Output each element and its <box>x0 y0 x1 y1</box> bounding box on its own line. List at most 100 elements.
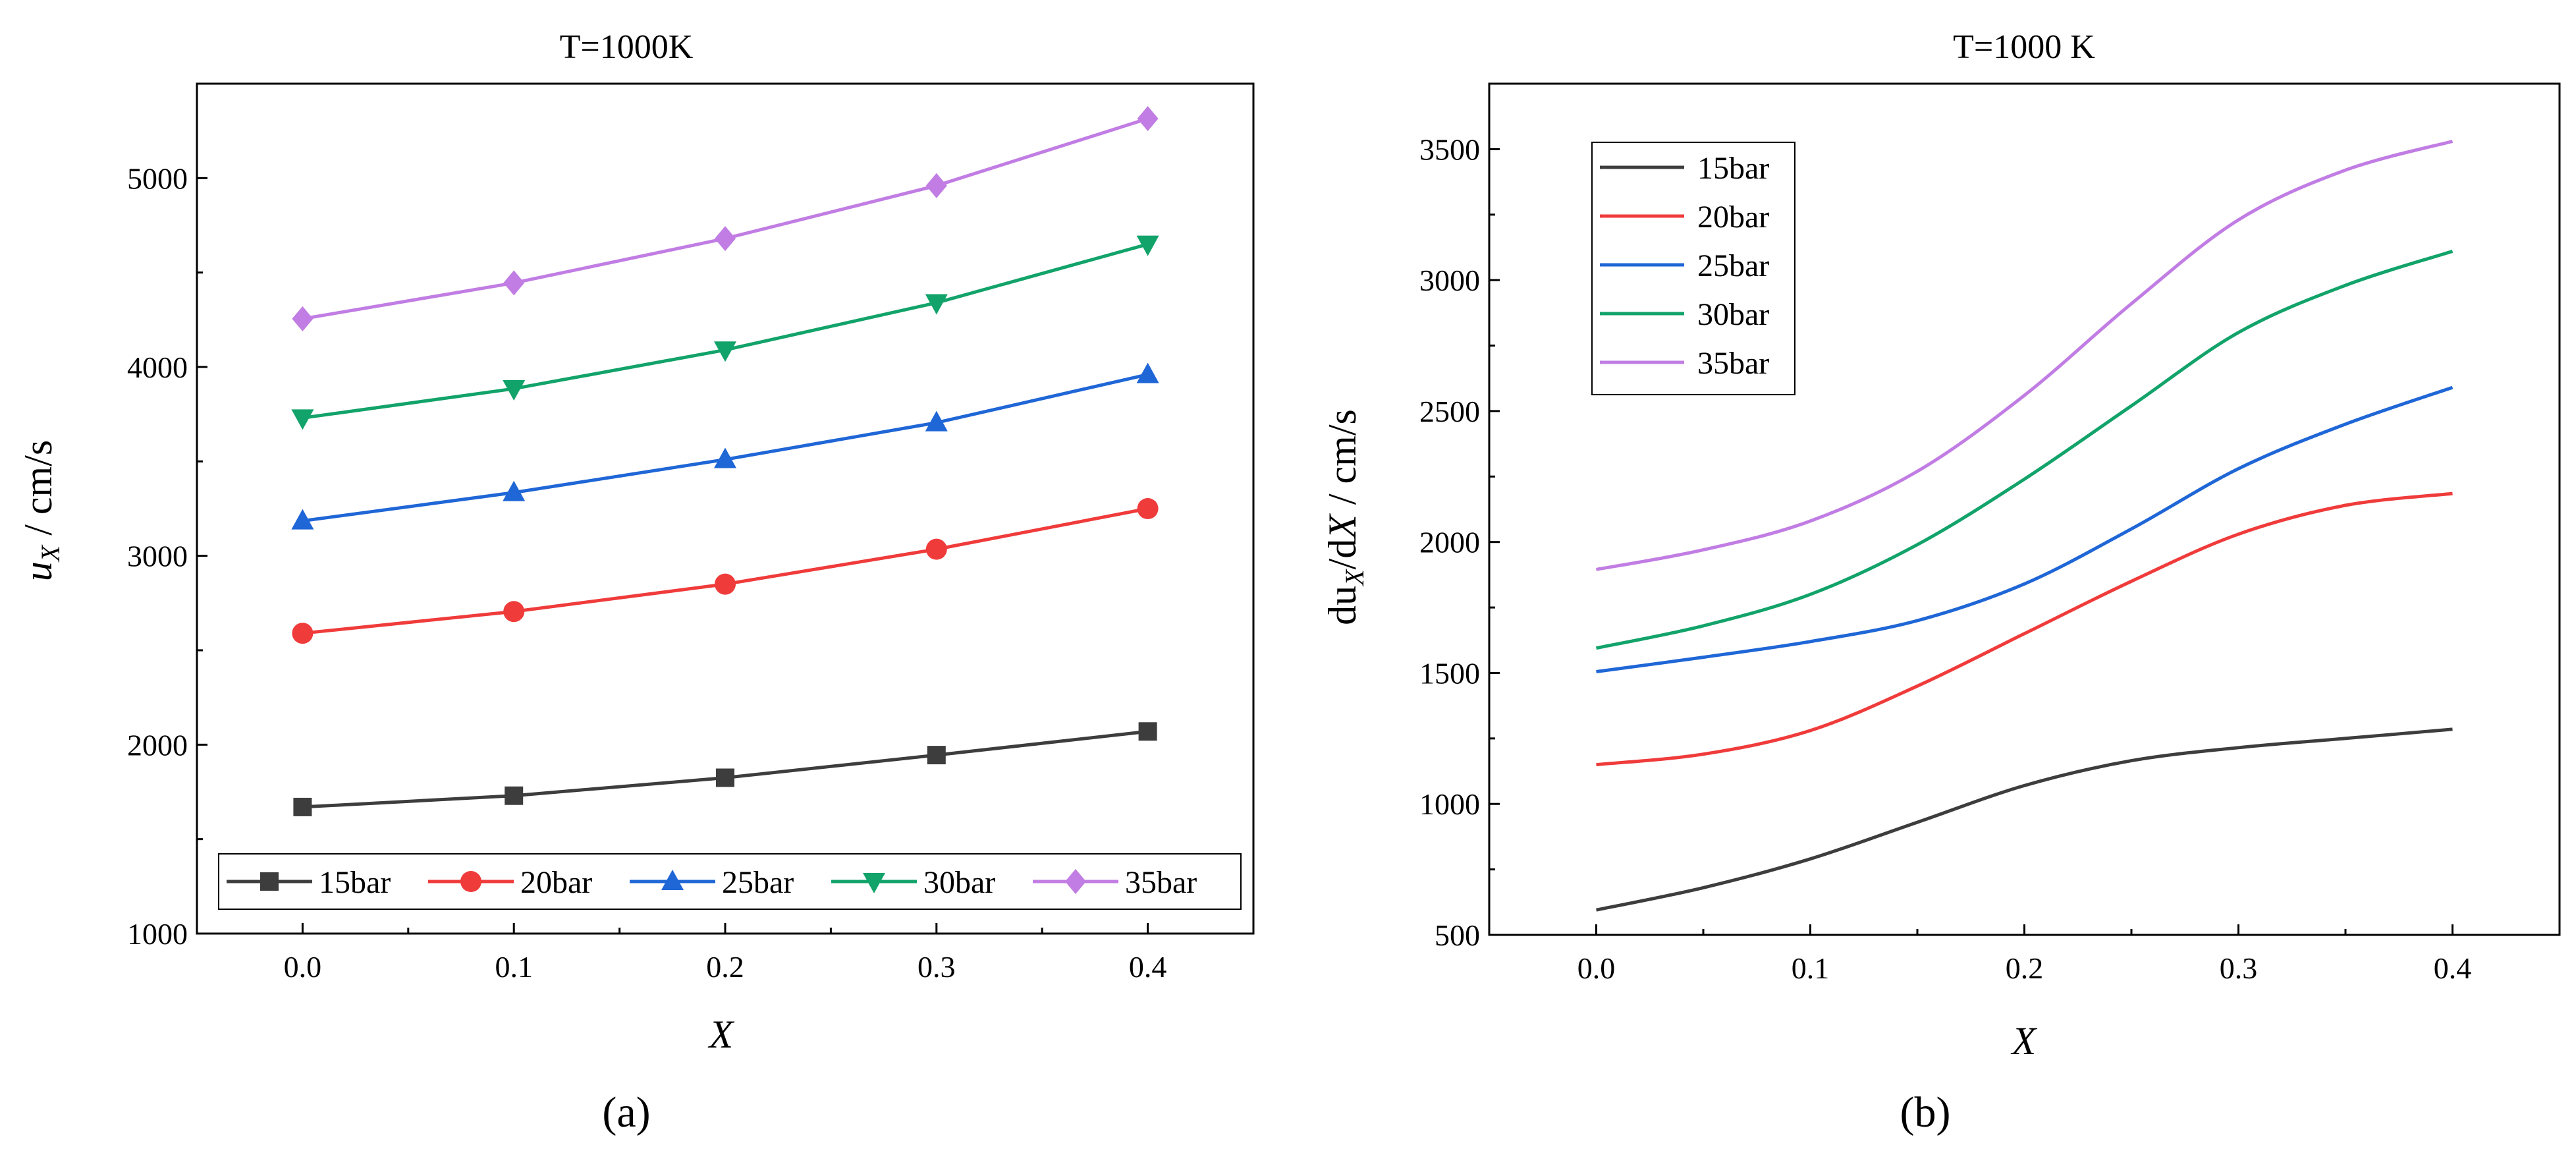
series-curve-30bar <box>1595 250 2453 650</box>
chart-a-ytick-label: 3000 <box>127 540 188 573</box>
series-curve-15bar <box>1595 727 2453 912</box>
data-point-25bar <box>925 410 948 432</box>
legend-marker-25bar <box>661 870 684 890</box>
chart-a-ylabel: uX / cm/s <box>16 440 65 581</box>
legend-marker-15bar <box>260 872 279 891</box>
data-point-30bar <box>714 341 736 362</box>
chart-b-axes: 0.0 0.1 0.2 0.3 0.4 500 1000 1500 2000 2500 3000 35… <box>1419 82 2561 985</box>
chart-b-legend: 15bar 20bar 25bar 30bar 35bar <box>1591 142 1795 395</box>
data-point-30bar <box>1136 235 1159 256</box>
chart-a-frame <box>196 82 1255 935</box>
chart-a-xlabel: X <box>708 1013 735 1056</box>
chart-b-xtick-label: 0.4 <box>2434 951 2472 985</box>
legend-label-25bar: 25bar <box>722 865 794 900</box>
chart-b-title: T=1000 K <box>1953 28 2095 66</box>
chart-b-ytick-label: 1500 <box>1419 656 1480 690</box>
legend-box <box>1591 142 1795 395</box>
data-point-25bar <box>503 480 526 501</box>
chart-b-ylabel-mid: /d <box>1321 539 1364 570</box>
data-point-30bar <box>291 409 314 430</box>
legend-label-35bar: 35bar <box>1125 865 1197 900</box>
svg-text:uX / cm/s: uX / cm/s <box>16 440 65 581</box>
legend-label-15bar: 15bar <box>1697 151 1769 186</box>
chart-a-xtick-label: 0.2 <box>706 950 744 984</box>
data-point-20bar <box>715 573 736 595</box>
chart-a-ytick-label: 2000 <box>127 728 188 762</box>
data-point-30bar <box>503 379 526 401</box>
chart-a-ytick-label: 5000 <box>127 161 188 195</box>
chart-b-ytick-label: 2500 <box>1419 395 1480 428</box>
series-curve-25bar <box>1596 385 2453 673</box>
chart-a-ylabel-rest: / cm/s <box>16 440 60 546</box>
chart-b-ytick-label: 500 <box>1435 918 1480 952</box>
chart-panel-a: T=1000K 0.0 0.1 0.2 0.3 0.4 1000 2000 3000 4000 5… <box>16 28 1255 1136</box>
chart-panel-b: T=1000 K 0.0 0.1 0.2 0.3 0.4 500 1000 1500 2000 2… <box>1321 28 2561 1136</box>
legend-marker-20bar <box>460 871 481 892</box>
legend-label-30bar: 30bar <box>923 865 995 900</box>
data-point-15bar <box>716 768 734 787</box>
chart-b-ylabel-pre: du <box>1321 586 1364 625</box>
chart-b-xlabel: X <box>2011 1019 2038 1063</box>
chart-b-ytick-label: 2000 <box>1419 526 1480 559</box>
chart-b-xtick-label: 0.2 <box>2006 951 2044 985</box>
chart-b-ylabel-rest: / cm/s <box>1321 409 1364 515</box>
legend-label-35bar: 35bar <box>1697 346 1769 381</box>
data-point-15bar <box>1138 722 1157 741</box>
data-point-25bar <box>291 509 314 530</box>
series-line-30bar <box>302 242 1149 420</box>
chart-b-xtick-label: 0.3 <box>2220 951 2258 985</box>
data-point-20bar <box>503 601 525 623</box>
chart-b-xtick-label: 0.1 <box>1792 951 1830 985</box>
chart-b-ylabel-var: X <box>1321 513 1364 540</box>
data-point-35bar <box>503 270 525 296</box>
panel-label-a: (a) <box>602 1088 650 1136</box>
data-point-20bar <box>1137 498 1159 519</box>
chart-a-title: T=1000K <box>560 28 694 66</box>
legend-marker-30bar <box>863 873 885 893</box>
chart-a-xtick-label: 0.4 <box>1129 950 1167 984</box>
chart-b-ytick-label: 1000 <box>1419 787 1480 821</box>
series-line-35bar <box>302 117 1149 321</box>
panel-label-b-text: (b) <box>1900 1088 1951 1136</box>
panel-label-b: (b) <box>1900 1088 1951 1136</box>
chart-b-xtick-label: 0.0 <box>1577 951 1616 985</box>
chart-a-legend: 15bar 20bar 25bar 30bar 35bar <box>218 853 1242 910</box>
series-curve-35bar <box>1596 140 2453 571</box>
data-point-35bar <box>715 226 736 252</box>
data-point-20bar <box>925 538 947 560</box>
data-point-20bar <box>292 623 314 644</box>
svg-text:duX/dX / cm/s: duX/dX / cm/s <box>1321 409 1369 625</box>
chart-a-series <box>291 106 1159 816</box>
chart-a-axes: 0.0 0.1 0.2 0.3 0.4 1000 2000 3000 4000 5000 <box>127 82 1255 984</box>
chart-b-ytick-label: 3500 <box>1419 132 1480 166</box>
data-point-15bar <box>293 797 312 816</box>
data-point-30bar <box>925 294 948 315</box>
data-point-15bar <box>505 786 524 805</box>
legend-label-25bar: 25bar <box>1697 248 1769 283</box>
legend-label-30bar: 30bar <box>1697 297 1769 332</box>
data-point-25bar <box>1136 362 1159 383</box>
chart-a-xtick-label: 0.1 <box>495 950 533 984</box>
chart-a-ytick-label: 4000 <box>127 350 188 384</box>
chart-b-ylabel: duX/dX / cm/s <box>1321 409 1369 625</box>
data-point-35bar <box>292 306 314 331</box>
legend-label-15bar: 15bar <box>319 865 391 900</box>
data-point-25bar <box>714 447 736 468</box>
series-line-20bar <box>302 507 1149 635</box>
legend-label-20bar: 20bar <box>520 865 592 900</box>
chart-a-xtick-label: 0.0 <box>284 950 322 984</box>
data-point-35bar <box>1137 106 1159 132</box>
chart-a-xtick-label: 0.3 <box>918 950 956 984</box>
chart-a-ytick-label: 1000 <box>127 917 188 951</box>
data-point-15bar <box>927 746 946 765</box>
legend-label-20bar: 20bar <box>1697 200 1769 235</box>
chart-b-ylabel-sub: X <box>1340 569 1369 587</box>
data-point-35bar <box>925 173 947 198</box>
panel-label-a-text: (a) <box>602 1088 650 1136</box>
series-curve-20bar <box>1596 491 2453 767</box>
legend-marker-35bar <box>1065 869 1086 894</box>
chart-a-ylabel-main: u <box>16 561 60 581</box>
chart-b-series <box>1595 140 2453 912</box>
chart-b-ytick-label: 3000 <box>1419 264 1480 297</box>
